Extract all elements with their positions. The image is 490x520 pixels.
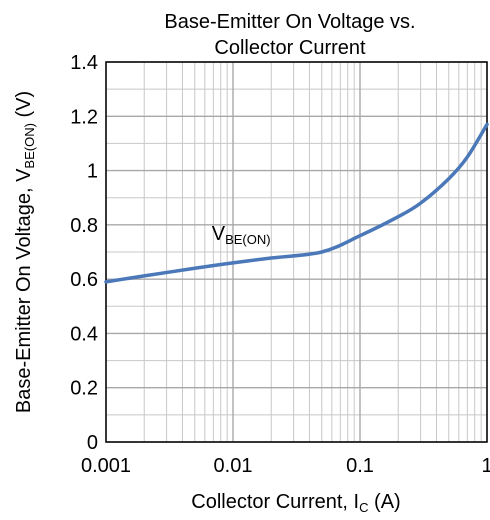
x-tick-label: 0.001 (81, 455, 131, 477)
chart-title-line2: Collector Current (214, 37, 366, 59)
y-tick-label: 0.8 (70, 215, 98, 237)
series-annotation: VBE(ON) (212, 223, 271, 247)
x-axis-label: Collector Current, IC (A) (191, 491, 400, 515)
y-tick-label: 1.4 (70, 52, 98, 74)
x-axis-label-unit: (A) (369, 491, 401, 513)
x-tick-label: 0.01 (214, 455, 253, 477)
y-tick-label: 0 (87, 432, 98, 454)
y-axis-label-unit: (V) (13, 91, 35, 123)
x-tick-label: 0.1 (346, 455, 374, 477)
series-line (106, 124, 487, 281)
y-axis-label-main: Base-Emitter On Voltage, V (13, 168, 35, 413)
y-tick-label: 1 (87, 161, 98, 183)
chart-title-line1: Base-Emitter On Voltage vs. (164, 11, 415, 33)
series-layer (106, 124, 487, 281)
x-tick-label: 1 (481, 455, 490, 477)
y-tick-labels: 0 0.2 0.4 0.6 0.8 1 1.2 1.4 (70, 52, 98, 454)
y-axis-label-sub: BE(ON) (22, 123, 37, 169)
y-tick-label: 0.4 (70, 323, 98, 345)
y-tick-label: 0.6 (70, 269, 98, 291)
y-axis-label: Base-Emitter On Voltage, VBE(ON) (V) (13, 91, 37, 413)
y-tick-label: 1.2 (70, 106, 98, 128)
y-tick-label: 0.2 (70, 378, 98, 400)
x-axis-label-sub: C (359, 500, 368, 515)
series-annotation-sub: BE(ON) (225, 232, 271, 247)
series-annotation-main: V (212, 223, 226, 245)
x-axis-label-main: Collector Current, I (191, 491, 359, 513)
minor-gridlines (106, 62, 487, 442)
x-tick-labels: 0.001 0.01 0.1 1 (81, 455, 490, 477)
